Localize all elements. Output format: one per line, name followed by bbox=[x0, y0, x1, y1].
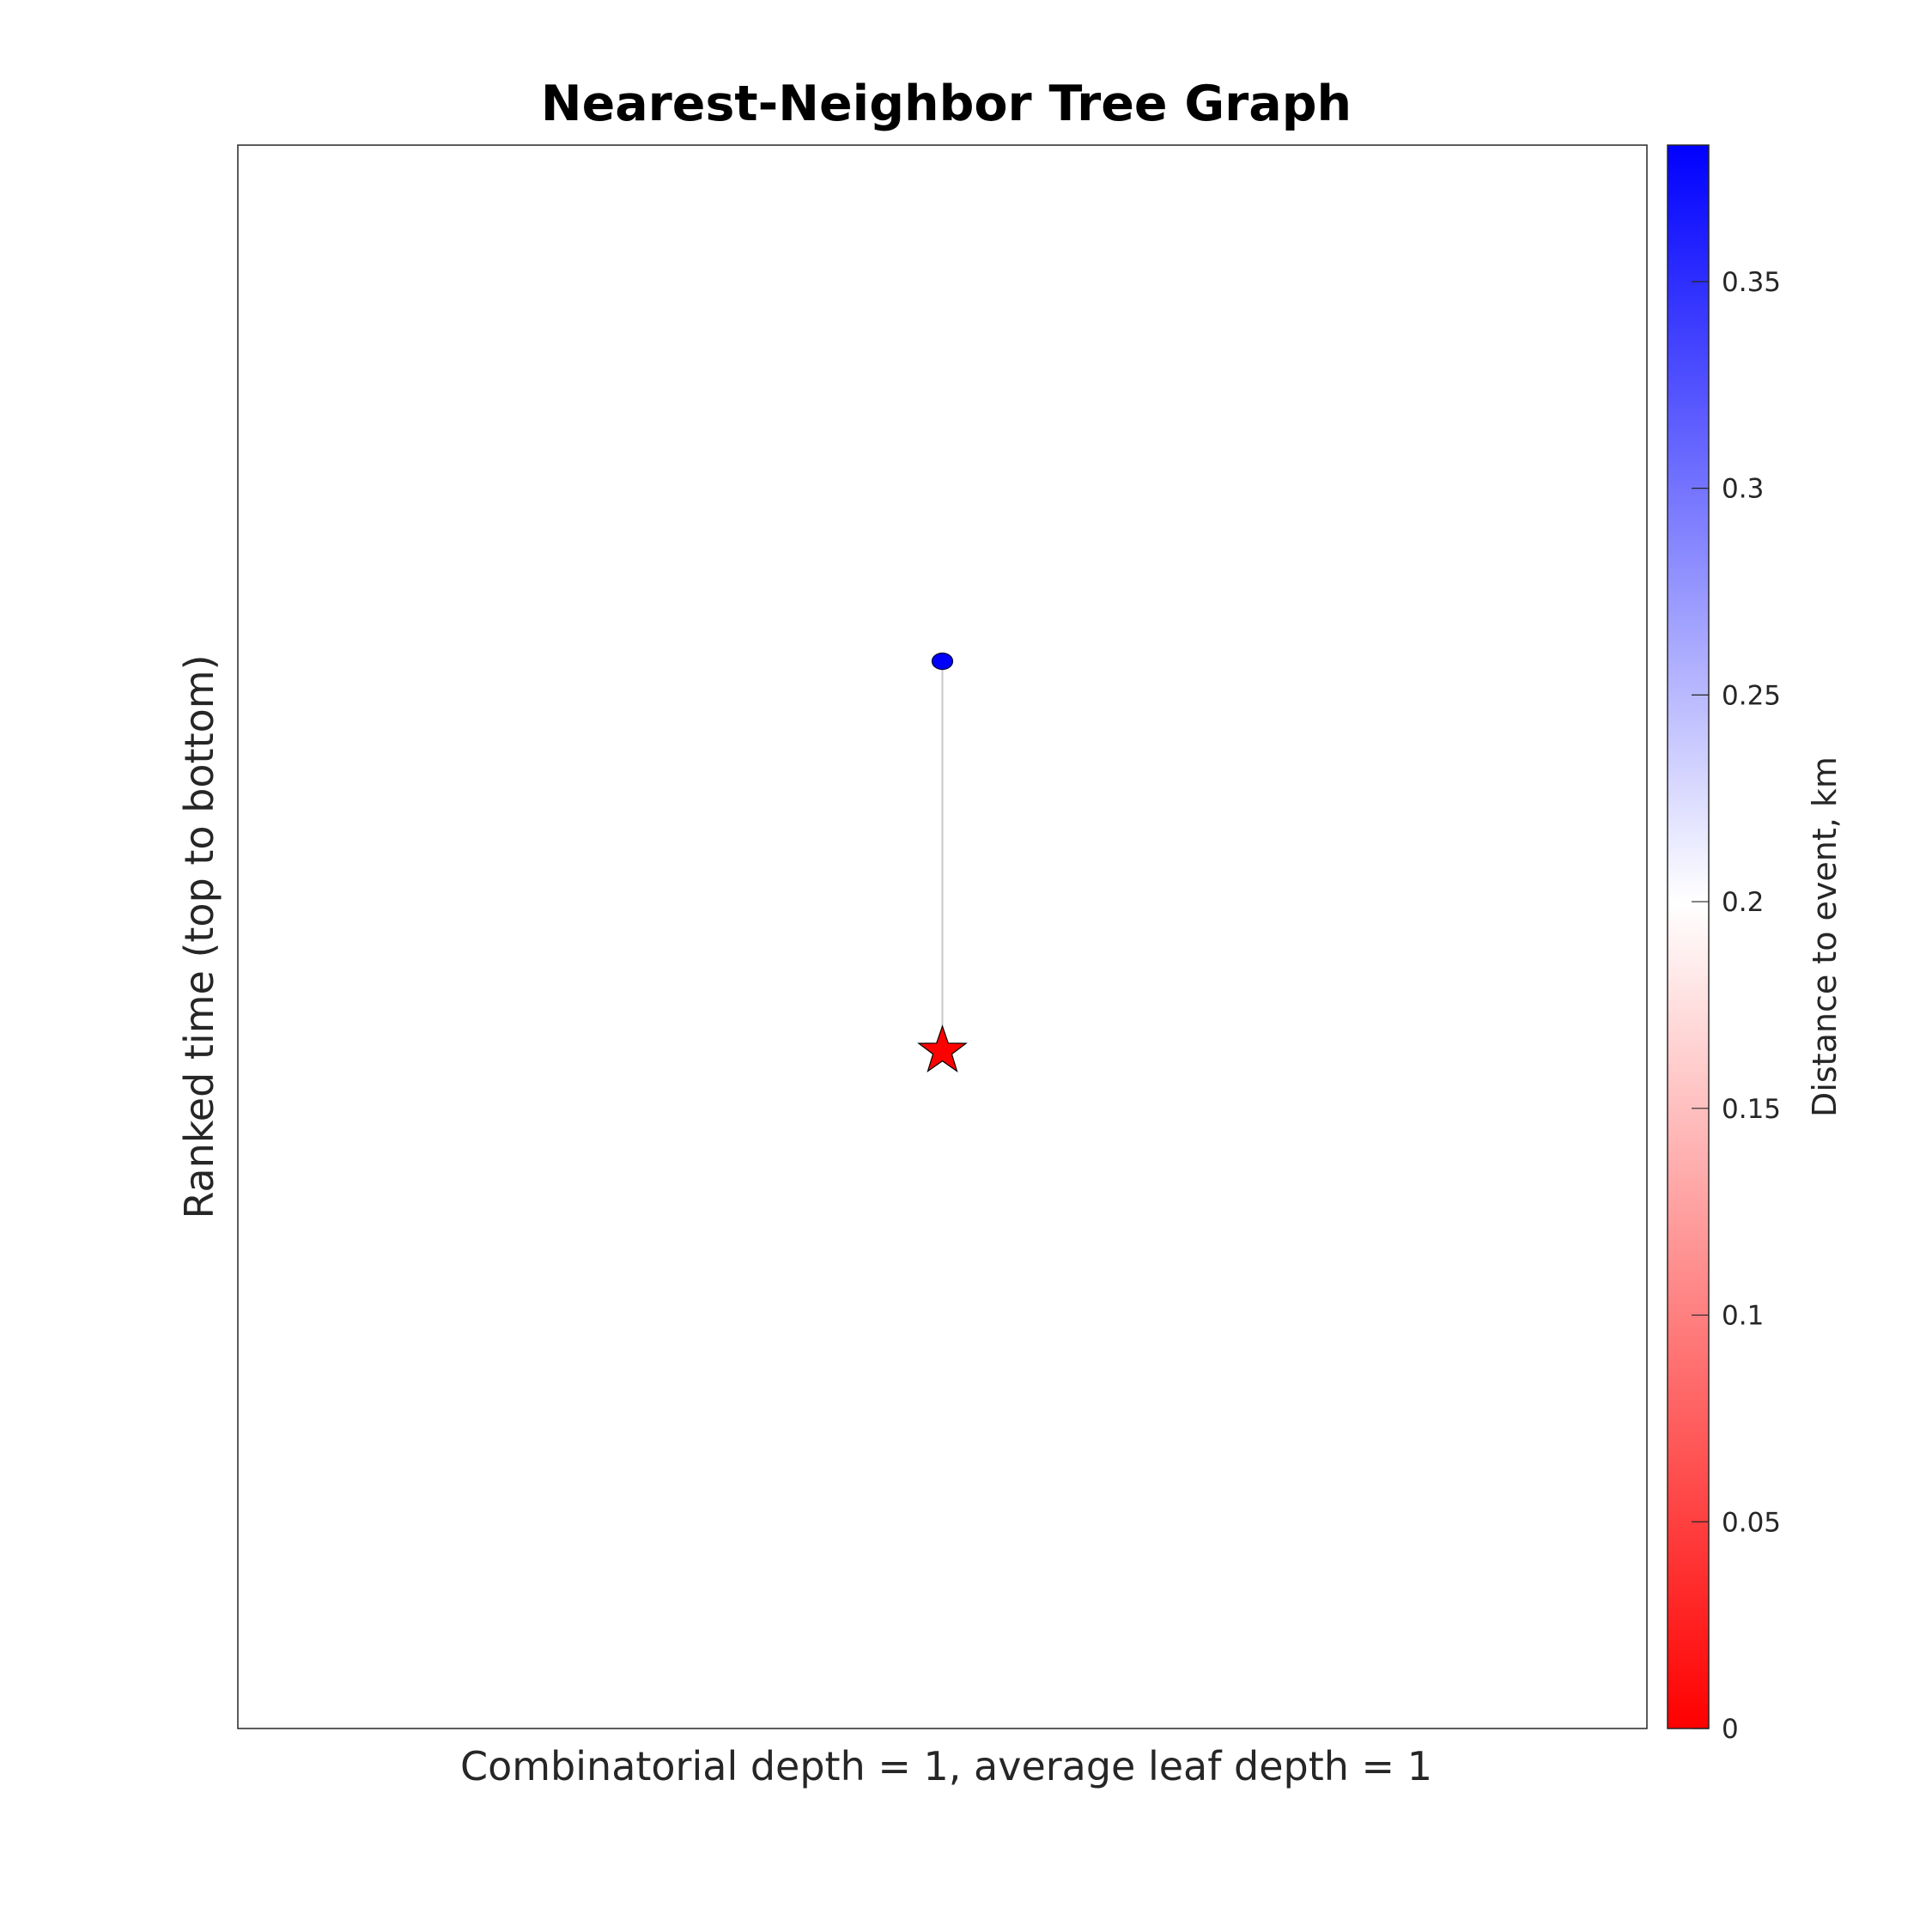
colorbar bbox=[1667, 144, 1710, 1729]
event-star-marker bbox=[917, 1024, 968, 1072]
x-axis-label: Combinatorial depth = 1, average leaf de… bbox=[460, 1743, 1432, 1789]
colorbar-tick-label: 0.35 bbox=[1722, 267, 1781, 298]
y-axis-label: Ranked time (top to bottom) bbox=[176, 654, 222, 1218]
chart-title: Nearest-Neighbor Tree Graph bbox=[541, 76, 1352, 132]
colorbar-tick-label: 0 bbox=[1722, 1714, 1739, 1745]
colorbar-label: Distance to event, km bbox=[1806, 756, 1844, 1117]
node-circle-marker bbox=[931, 653, 954, 671]
colorbar-tick-label: 0.3 bbox=[1722, 474, 1764, 505]
colorbar-tick-label: 0.2 bbox=[1722, 887, 1764, 918]
colorbar-tick-label: 0.15 bbox=[1722, 1094, 1781, 1125]
colorbar-tick-label: 0.05 bbox=[1722, 1507, 1781, 1538]
colorbar-tick-label: 0.25 bbox=[1722, 680, 1781, 711]
colorbar-tick-label: 0.1 bbox=[1722, 1301, 1764, 1332]
